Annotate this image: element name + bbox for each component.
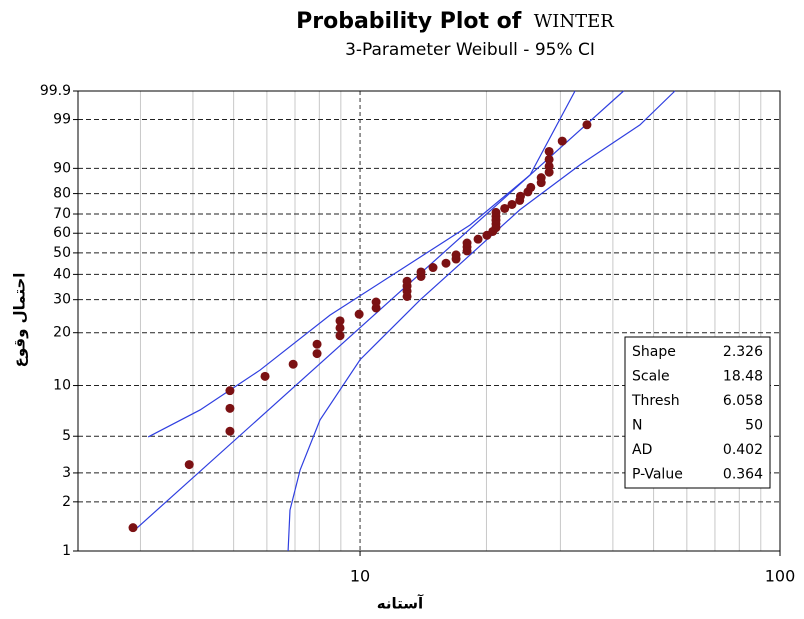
stat-label: Shape — [632, 344, 676, 360]
stat-label: N — [632, 418, 642, 434]
data-point — [557, 136, 567, 146]
data-point — [335, 316, 345, 326]
data-point — [526, 182, 536, 192]
data-point — [128, 523, 138, 533]
stat-value: 6.058 — [723, 393, 763, 409]
data-point — [462, 238, 472, 248]
data-point — [225, 426, 235, 436]
data-point — [288, 359, 298, 369]
y-tick-label: 1 — [62, 543, 71, 559]
plot-frame — [77, 90, 781, 552]
stat-label: Thresh — [631, 393, 680, 409]
confidence-bound — [287, 90, 676, 552]
data-point — [335, 331, 345, 341]
data-point — [225, 403, 235, 413]
x-tick-label: 100 — [765, 567, 796, 586]
data-point — [312, 349, 322, 359]
stat-value: 2.326 — [723, 344, 763, 360]
chart-subtitle: 3-Parameter Weibull - 95% CI — [345, 40, 595, 60]
y-tick-label: 30 — [53, 292, 71, 308]
data-point — [451, 250, 461, 260]
data-point — [491, 207, 501, 217]
chart-title: Probability Plot of WINTER — [296, 9, 614, 34]
y-tick-label: 70 — [53, 206, 71, 222]
stat-value: 0.402 — [723, 442, 763, 458]
stats-box: Shape 2.326 Scale 18.48 Thresh 6.058 N 50 AD 0.40… — [624, 336, 771, 489]
data-point — [184, 460, 194, 470]
stat-label: P-Value — [632, 467, 683, 483]
data-point — [441, 258, 451, 268]
title-variable: WINTER — [534, 11, 615, 32]
data-point — [416, 267, 426, 277]
y-tick-label: 90 — [53, 160, 71, 176]
stat-value: 18.48 — [723, 369, 763, 385]
y-tick-label: 60 — [53, 225, 71, 241]
stat-label: AD — [632, 442, 652, 458]
data-point — [312, 339, 322, 349]
y-tick-label: 5 — [62, 428, 71, 444]
data-point — [473, 234, 483, 244]
stat-value: 0.364 — [723, 467, 763, 483]
data-point — [500, 203, 510, 213]
data-point — [536, 173, 546, 183]
y-tick-label: 50 — [53, 245, 71, 261]
x-axis-label: آستانه — [377, 595, 424, 613]
y-tick-label: 80 — [53, 186, 71, 202]
y-tick-label: 99 — [53, 112, 71, 128]
data-point — [515, 191, 525, 201]
data-point — [260, 371, 270, 381]
data-point — [402, 276, 412, 286]
x-tick-label: 10 — [350, 567, 370, 586]
data-point — [371, 297, 381, 307]
title-main: Probability Plot of — [296, 9, 522, 34]
y-tick-label: 10 — [53, 378, 71, 394]
data-point — [582, 120, 592, 130]
data-point — [544, 161, 554, 171]
data-point — [354, 309, 364, 319]
y-tick-label: 3 — [62, 465, 71, 481]
y-tick-label: 99.9 — [40, 83, 71, 99]
stat-value: 50 — [745, 418, 763, 434]
stats-frame — [624, 336, 771, 489]
y-tick-label: 2 — [62, 494, 71, 510]
y-axis-label: احتمال وقوع — [11, 273, 29, 368]
stat-label: Scale — [632, 369, 670, 385]
data-point — [507, 199, 517, 209]
data-point — [544, 154, 554, 164]
y-tick-label: 20 — [53, 325, 71, 341]
data-point — [225, 386, 235, 396]
data-point — [428, 263, 438, 273]
data-point — [544, 146, 554, 156]
y-tick-label: 40 — [53, 266, 71, 282]
data-point — [335, 323, 345, 333]
